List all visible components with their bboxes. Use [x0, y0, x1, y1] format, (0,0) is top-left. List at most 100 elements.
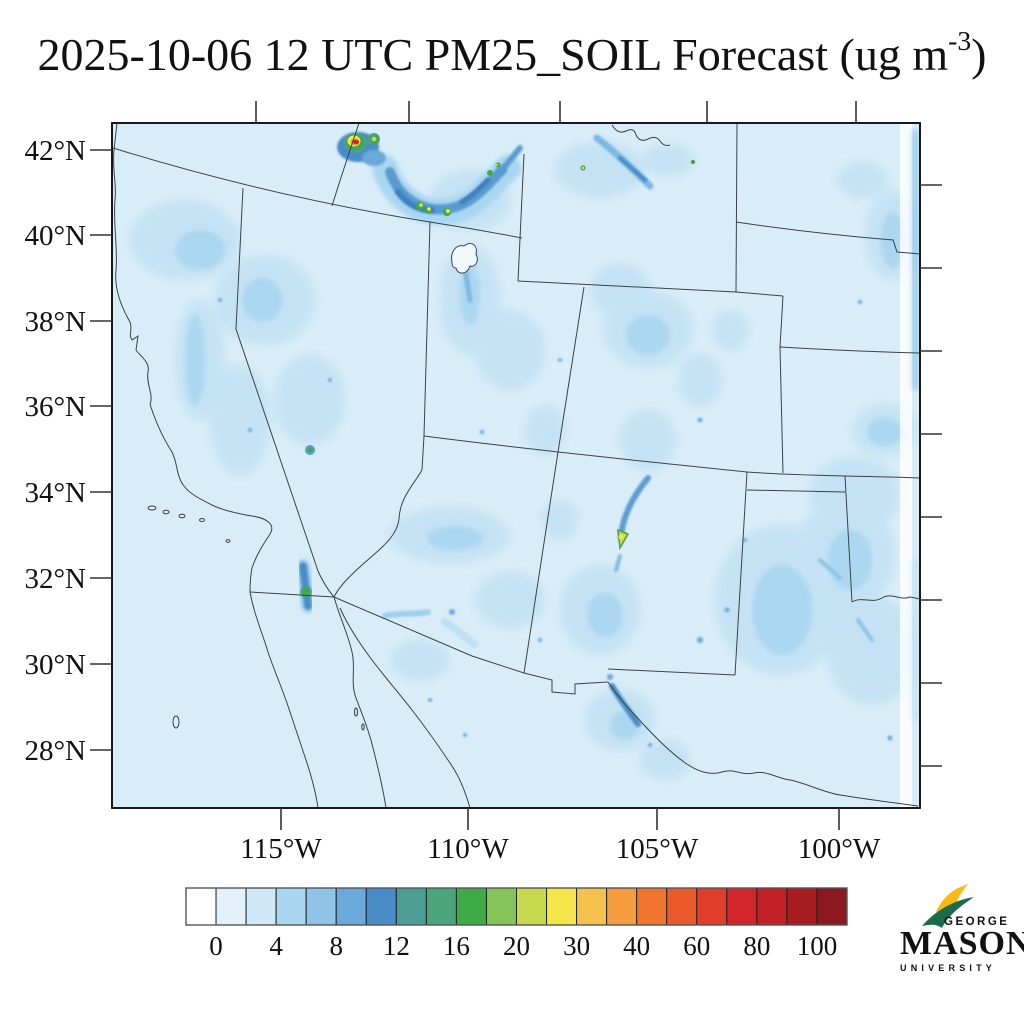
border-32n [607, 668, 736, 676]
colorbar-cell [666, 887, 698, 926]
channel-island [178, 513, 186, 519]
border-newmexico-texas [734, 471, 748, 676]
colorbar-cell [816, 887, 848, 926]
border-arizona-newmexico [523, 451, 559, 674]
plot-title-superscript: -3 [948, 24, 972, 56]
gmu-mason-text: MASON [900, 925, 1024, 962]
plot-title: 2025-10-06 12 UTC PM25_SOIL Forecast (ug… [0, 24, 1024, 81]
colorbar-tick-label: 80 [743, 931, 770, 961]
border-43n [735, 221, 919, 255]
colorbar-tick-label: 60 [683, 931, 710, 961]
pacific-coastline [113, 124, 273, 593]
state-borders [113, 124, 919, 807]
colorbar-cell [455, 887, 487, 926]
colorbar: 0 4 8 12 16 20 30 40 60 80 100 [185, 887, 848, 961]
border-red-river [851, 595, 919, 603]
colorbar-cell [786, 887, 818, 926]
channel-island [162, 509, 170, 515]
baja-east-coast [333, 596, 387, 807]
colorbar-cell [335, 887, 367, 926]
colorbar-tick-label: 0 [209, 931, 223, 961]
colorbar-frame [185, 887, 848, 926]
gmu-university-text: UNIVERSITY [900, 963, 996, 973]
great-salt-lake [451, 243, 478, 274]
pm25-mid-patches [175, 212, 905, 739]
colorbar-cell [756, 887, 788, 926]
colorbar-cell [275, 887, 307, 926]
plot-title-close: ) [971, 29, 987, 80]
border-colorado-river-az [333, 469, 423, 598]
colorbar-tick-label: 40 [623, 931, 650, 961]
snake-river-plume [372, 134, 654, 303]
lon-tick-label: 105°W [616, 833, 699, 865]
colorbar-tick-label: 30 [563, 931, 590, 961]
border-us-mexico [249, 591, 609, 695]
colorbar-cell [606, 887, 638, 926]
lon-tick-label: 115°W [240, 833, 322, 865]
border-texas-100w [844, 475, 853, 603]
island-cedros [172, 715, 180, 729]
border-california-nevada [235, 187, 335, 598]
border-oregon-idaho [331, 124, 360, 207]
colorbar-cell [576, 887, 608, 926]
colorbar-cell [365, 887, 397, 926]
rio-grande [607, 681, 919, 807]
axis-tick-labels: 42°N 40°N 38°N 36°N 34°N 32°N 30°N 28°N 115°W 110… [24, 135, 880, 865]
gulf-island [361, 723, 365, 731]
lat-tick-label: 28°N [24, 735, 86, 767]
colorbar-cell [305, 887, 337, 926]
sonora-coast [339, 607, 471, 807]
baja-west-coast [249, 591, 319, 807]
border-42n [113, 147, 523, 239]
gulf-island [354, 707, 358, 717]
border-utah-colorado [557, 286, 585, 453]
colorbar-cell [245, 887, 277, 926]
colorbar-tick-label: 100 [797, 931, 838, 961]
axis-ticks [90, 101, 942, 830]
map-frame [111, 122, 921, 809]
colorbar-tick-label: 16 [443, 931, 470, 961]
colorbar-tick-label: 4 [269, 931, 283, 961]
colorbar-cell [516, 887, 548, 926]
hotspot-utah-idaho [337, 132, 386, 166]
lat-tick-label: 30°N [24, 649, 86, 681]
border-oklahoma-panhandle [746, 489, 846, 493]
minor-hotspots [300, 159, 696, 598]
colorbar-cell [395, 887, 427, 926]
gmu-flame-gold-icon [936, 884, 968, 914]
colorbar-cell [485, 887, 518, 926]
border-wyoming-east [735, 124, 738, 293]
channel-island [199, 518, 205, 522]
channel-island [225, 539, 231, 543]
lat-tick-label: 36°N [24, 391, 86, 423]
gmu-flame-green-icon [922, 897, 974, 928]
lat-tick-label: 38°N [24, 306, 86, 338]
gmu-george-text: GEORGE [944, 916, 1009, 928]
lat-tick-label: 40°N [24, 220, 86, 252]
colorbar-cell [425, 887, 457, 926]
colorbar-tick-label: 12 [383, 931, 410, 961]
colorbar-tick-label: 20 [503, 931, 530, 961]
snake-river [611, 124, 671, 146]
border-wyoming-west [517, 153, 525, 282]
lat-tick-label: 34°N [24, 477, 86, 509]
zero-value-strip [900, 124, 912, 807]
colorbar-cell [185, 887, 217, 926]
channel-island [147, 505, 157, 511]
lat-tick-label: 42°N [24, 135, 86, 167]
pm25-specks [218, 298, 893, 747]
lon-tick-label: 110°W [427, 833, 509, 865]
gmu-logo: GEORGE MASON UNIVERSITY [900, 884, 1024, 973]
colorbar-tick-label: 8 [329, 931, 343, 961]
border-40n [779, 346, 919, 354]
colorbar-cell [546, 887, 578, 926]
plot-title-main: 2025-10-06 12 UTC PM25_SOIL Forecast (ug… [37, 29, 949, 80]
border-37n [423, 435, 919, 479]
colorbar-cell [636, 887, 668, 926]
colorbar-cell [696, 887, 728, 926]
colorbar-cell [726, 887, 758, 926]
colorbar-cell [215, 887, 247, 926]
lat-tick-label: 32°N [24, 563, 86, 595]
